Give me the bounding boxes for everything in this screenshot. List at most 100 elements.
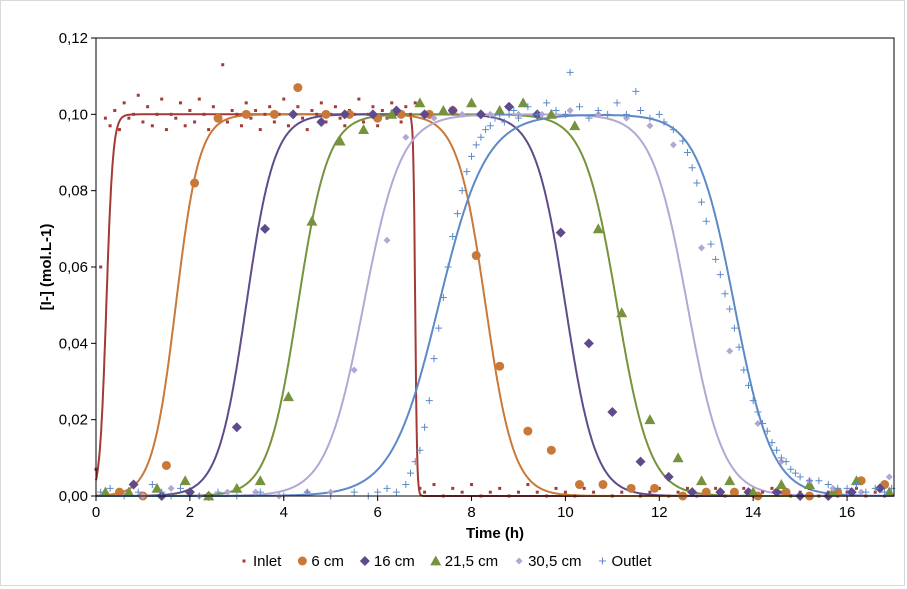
data-point-21-5-cm [545,108,557,119]
data-point-30-5-cm [646,122,654,130]
data-point-16-cm [635,456,646,467]
data-point-inlet [329,112,333,116]
data-point-21-5-cm [437,105,449,115]
data-point-outlet [425,397,433,405]
series-outlet [97,68,896,500]
data-point-inlet [99,265,103,269]
data-point-outlet [477,133,485,141]
series-6-cm [114,83,890,501]
y-tick-label: 0,10 [59,106,88,123]
data-point-inlet [563,490,567,494]
data-point-21-5-cm [494,105,506,115]
data-point-6-cm [471,251,481,261]
data-point-outlet [763,427,771,435]
data-point-outlet [613,99,621,107]
y-tick-label: 0,04 [59,335,88,352]
data-point-outlet [148,481,156,489]
data-point-outlet [721,290,729,298]
data-point-outlet [754,408,762,416]
data-point-outlet [176,484,184,492]
data-point-inlet [409,112,413,116]
data-point-outlet [482,126,490,134]
data-point-inlet [488,490,492,494]
data-point-21-5-cm [592,223,604,234]
data-point-inlet [362,120,366,124]
data-point-inlet [136,93,140,97]
data-point-16-cm [874,483,885,494]
data-point-21-5-cm [358,124,370,134]
data-point-inlet [460,490,464,494]
data-point-inlet [258,128,262,132]
data-point-outlet [505,110,513,118]
data-point-30-5-cm [777,458,785,466]
data-point-21-5-cm [644,414,656,425]
data-point-6-cm [495,361,505,371]
data-point-outlet [622,110,630,118]
data-point-16-cm [184,487,195,498]
x-tick-label: 12 [651,504,668,521]
fit-curve-16-cm [96,113,894,497]
data-point-outlet [463,168,471,176]
data-point-outlet [806,477,814,485]
data-point-outlet [707,240,715,248]
data-point-inlet [164,128,168,132]
data-point-6-cm [213,113,223,123]
legend-label-outlet: Outlet [611,553,652,570]
data-point-inlet [230,109,234,113]
data-point-21-5-cm [517,97,529,108]
data-point-16-cm [288,109,299,120]
legend-label-21-5-cm: 21,5 cm [445,553,498,570]
series-16-cm [128,101,885,501]
data-point-16-cm [846,487,857,498]
data-point-30-5-cm [252,488,260,496]
data-point-inlet [188,109,192,113]
data-point-inlet [770,486,774,490]
data-point-inlet [207,128,211,132]
data-point-21-5-cm [203,490,215,501]
data-point-outlet [106,484,114,492]
data-point-16-cm [339,109,350,120]
data-point-16-cm [367,109,378,120]
data-point-outlet [552,107,560,115]
data-point-21-5-cm [282,391,294,402]
data-point-inlet [319,101,323,105]
data-point-outlet [500,118,508,126]
data-point-outlet [407,469,415,477]
data-point-inlet [526,483,530,487]
data-point-outlet [862,488,870,496]
data-point-outlet [871,484,879,492]
data-point-16-cm [607,407,618,418]
data-point-16-cm [259,223,270,234]
data-point-outlet [458,187,466,195]
data-point-21-5-cm [123,486,135,497]
data-point-outlet [374,488,382,496]
data-point-6-cm [114,487,124,497]
fit-curve-outlet [96,114,894,497]
data-point-outlet [702,217,710,225]
data-point-inlet [648,490,652,494]
data-point-30-5-cm [223,488,231,496]
data-point-outlet [834,484,842,492]
fit-curve-inlet [95,113,894,497]
data-point-30-5-cm [430,114,438,122]
data-point-inlet [376,124,380,128]
data-point-inlet [399,120,403,124]
x-tick-label: 16 [839,504,856,521]
data-point-outlet [735,343,743,351]
data-point-outlet [416,446,424,454]
data-point-outlet [787,465,795,473]
data-point-inlet [235,112,239,116]
data-point-inlet [277,112,281,116]
data-point-inlet [854,486,858,490]
data-point-outlet [712,255,720,263]
data-point-21-5-cm [334,135,346,146]
data-point-21-5-cm [231,482,243,493]
data-point-outlet [575,103,583,111]
data-point-outlet [773,446,781,454]
x-tick-label: 2 [186,504,194,521]
data-point-outlet [510,107,518,115]
data-point-inlet [169,112,173,116]
data-point-outlet [214,488,222,496]
data-point-inlet [117,128,121,132]
